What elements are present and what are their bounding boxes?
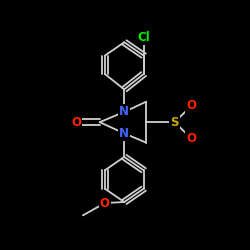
Text: N: N: [119, 127, 129, 140]
Text: O: O: [186, 99, 196, 112]
Text: O: O: [72, 116, 82, 129]
Text: S: S: [170, 116, 179, 129]
Text: O: O: [186, 132, 196, 145]
Text: N: N: [119, 106, 129, 118]
Text: O: O: [100, 196, 110, 209]
Text: Cl: Cl: [137, 31, 150, 44]
